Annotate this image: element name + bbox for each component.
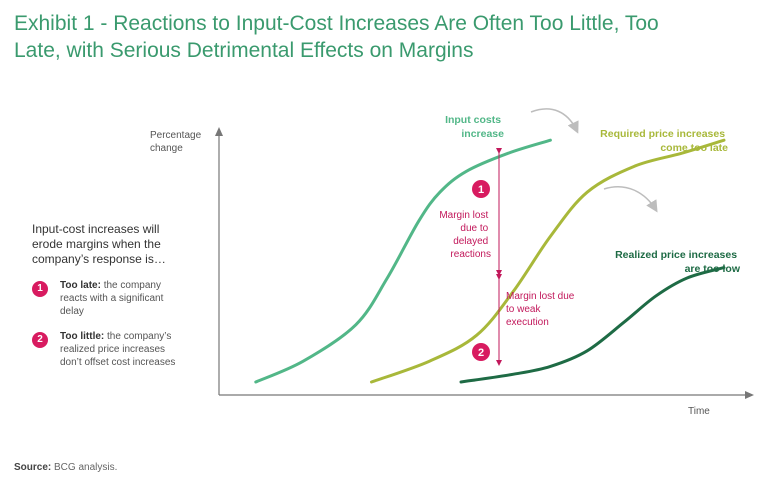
series-label-required-price: Required price increases come too late bbox=[600, 128, 728, 154]
y-axis-label-line-1: Percentage bbox=[150, 130, 202, 141]
sidebar-badge-1: 1 bbox=[32, 281, 48, 297]
sidebar-item-2-line-2: realized price increases bbox=[60, 344, 166, 355]
badge-2: 2 bbox=[472, 343, 490, 361]
sidebar-item-2-line-3: don’t offset cost increases bbox=[60, 357, 176, 368]
y-axis-arrowhead bbox=[215, 127, 223, 136]
sidebar-intro-line-1: Input-cost increases will bbox=[32, 222, 160, 236]
series-label-input-costs: Input costs increase bbox=[445, 114, 504, 140]
series-label-realized-price: Realized price increases are too low bbox=[615, 249, 741, 275]
annotation-1-line-1: Margin lost bbox=[439, 210, 488, 221]
x-axis-label: Time bbox=[688, 406, 710, 417]
shift-arrow-icon-1 bbox=[530, 108, 579, 134]
sidebar-badge-2: 2 bbox=[32, 332, 48, 348]
badge-1-number: 1 bbox=[478, 184, 484, 196]
annotation-1-line-2: due to bbox=[460, 223, 488, 234]
sidebar-item-1-line-3: delay bbox=[60, 306, 84, 317]
annotation-2-line-3: execution bbox=[506, 317, 549, 328]
sidebar-intro-line-3: company’s response is… bbox=[32, 252, 166, 266]
title-line-1: Exhibit 1 - Reactions to Input-Cost Incr… bbox=[14, 12, 659, 35]
annotation-1-line-4: reactions bbox=[450, 249, 491, 260]
series-line-realized-price bbox=[459, 266, 726, 384]
sidebar-item-1-text: Too late: the company reacts with a sign… bbox=[60, 279, 202, 318]
series-label-realized-price-line-2: are too low bbox=[685, 263, 741, 275]
sidebar-item-1-line-2: reacts with a significant bbox=[60, 293, 164, 304]
series-label-realized-price-line-1: Realized price increases bbox=[615, 249, 737, 261]
sidebar-item-1-lead: Too late: bbox=[60, 280, 101, 291]
sidebar-item-too-little: 2 Too little: the company’s realized pri… bbox=[32, 330, 202, 369]
source-note: Source: BCG analysis. bbox=[14, 462, 117, 473]
sidebar-intro: Input-cost increases will erode margins … bbox=[32, 222, 202, 267]
source-label: Source: bbox=[14, 462, 52, 473]
badge-1: 1 bbox=[472, 180, 490, 198]
sidebar-item-2-text: Too little: the company’s realized price… bbox=[60, 330, 202, 369]
annotation-2-text: Margin lost due to weak execution bbox=[506, 291, 577, 328]
sidebar-intro-line-2: erode margins when the bbox=[32, 237, 161, 251]
series-label-required-price-line-2: come too late bbox=[660, 142, 728, 154]
x-axis-arrowhead bbox=[745, 391, 754, 399]
sidebar-item-2-line-1: Too little: the company’s bbox=[60, 330, 202, 343]
annotation-1-text: Margin lost due to delayed reactions bbox=[439, 210, 491, 260]
shift-arrow-icon-2 bbox=[603, 186, 658, 213]
source-text: BCG analysis. bbox=[51, 462, 118, 473]
legend-sidebar: Input-cost increases will erode margins … bbox=[32, 222, 202, 381]
series-label-input-costs-line-1: Input costs bbox=[445, 114, 501, 126]
y-axis-label-line-2: change bbox=[150, 143, 183, 154]
exhibit-title: Exhibit 1 - Reactions to Input-Cost Incr… bbox=[14, 10, 754, 64]
sidebar-item-2-rest-1: the company’s bbox=[104, 331, 172, 342]
series-line-required-price bbox=[370, 138, 726, 384]
sidebar-item-1-line-1: Too late: the company bbox=[60, 279, 202, 292]
title-line-2: Late, with Serious Detrimental Effects o… bbox=[14, 39, 474, 62]
annotation-1-line-3: delayed bbox=[453, 236, 488, 247]
series-line-input-costs bbox=[254, 138, 552, 384]
annotation-2-line-2: to weak bbox=[506, 304, 541, 315]
sidebar-item-too-late: 1 Too late: the company reacts with a si… bbox=[32, 279, 202, 318]
sidebar-item-2-lead: Too little: bbox=[60, 331, 105, 342]
annotation-2-line-1: Margin lost due bbox=[506, 291, 575, 302]
series-label-input-costs-line-2: increase bbox=[461, 128, 504, 140]
series-label-required-price-line-1: Required price increases bbox=[600, 128, 725, 140]
sidebar-item-1-rest-1: the company bbox=[100, 280, 161, 291]
y-axis-label: Percentage change bbox=[150, 130, 204, 154]
badge-2-number: 2 bbox=[478, 347, 484, 359]
